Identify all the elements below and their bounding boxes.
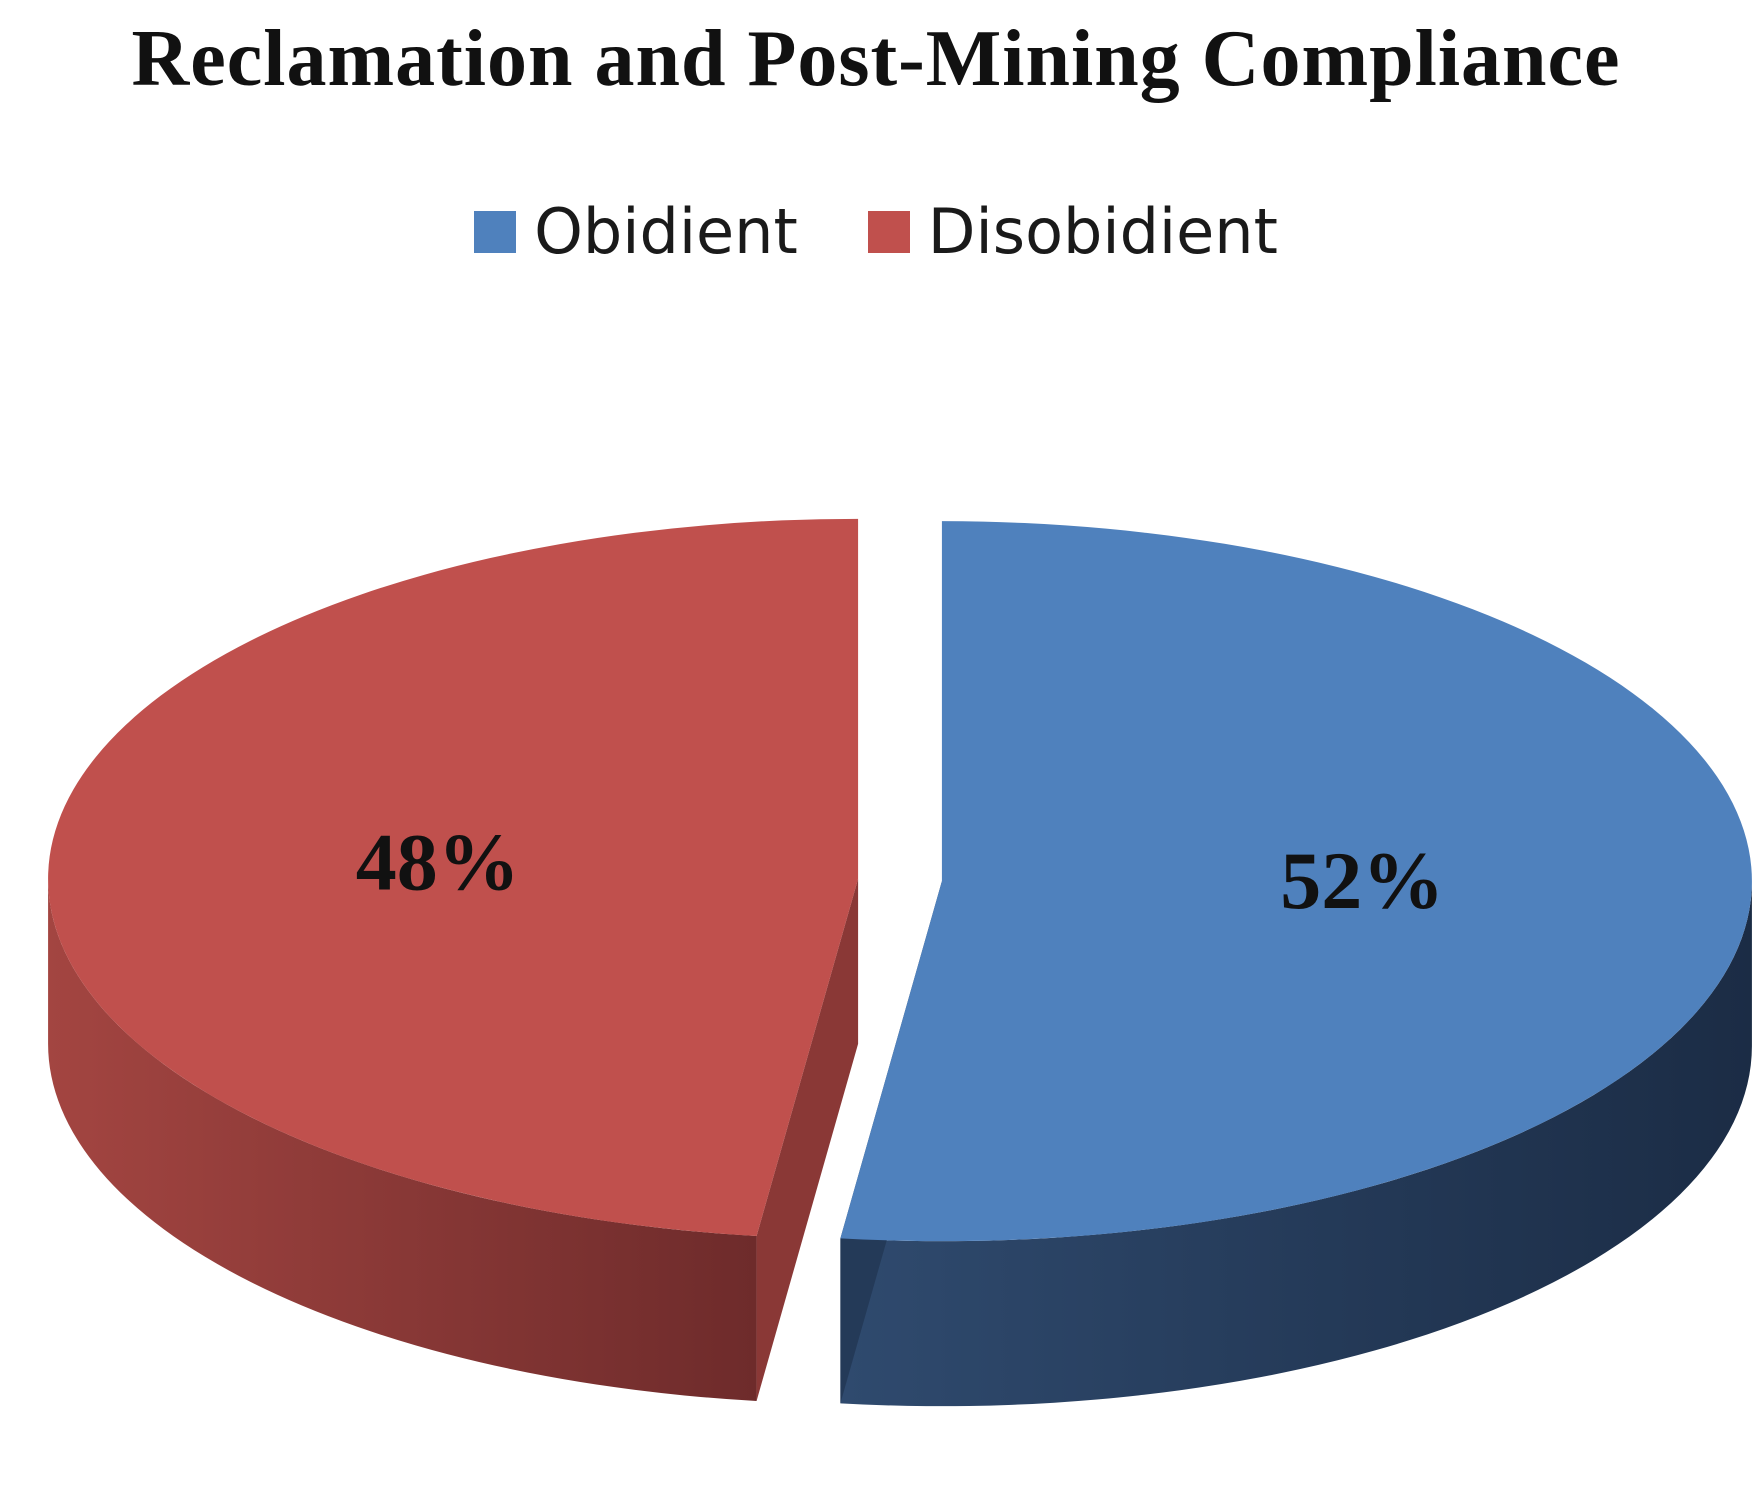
pie-slice-obidient [840,521,1752,1242]
pie-side-disobidient [48,878,757,1401]
pie-side-obidient [840,881,1752,1407]
legend-label-disobidient: Disobidient [927,195,1278,268]
legend-item-obidient: Obidient [474,195,798,268]
legend-swatch-disobidient [867,210,910,253]
pie-label-obidient: 52% [1280,835,1444,926]
legend: Obidient Disobidient [0,195,1752,268]
pie-label-disobidient: 48% [356,817,520,908]
chart-title: Reclamation and Post-Mining Compliance [131,15,1621,103]
legend-item-disobidient: Disobidient [867,195,1278,268]
pie-wall-disobidient [756,878,859,1401]
legend-label-obidient: Obidient [534,195,798,268]
pie-slice-disobidient [48,518,859,1236]
legend-swatch-obidient [474,210,517,253]
